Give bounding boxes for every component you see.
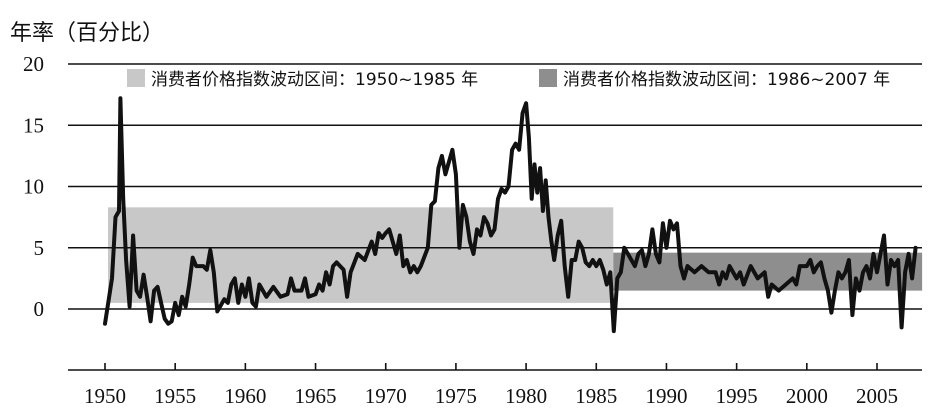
y-tick-label: 15 xyxy=(23,113,44,137)
x-tick-label: 1995 xyxy=(716,384,758,408)
x-tick-label: 1990 xyxy=(645,384,687,408)
x-tick-label: 1970 xyxy=(365,384,407,408)
y-tick-label: 20 xyxy=(23,52,44,76)
x-tick-label: 1965 xyxy=(295,384,337,408)
legend-swatch-1 xyxy=(127,69,145,87)
y-tick-label: 0 xyxy=(34,297,45,321)
y-tick-label: 10 xyxy=(23,175,44,199)
x-tick-label: 1950 xyxy=(84,384,126,408)
legend-label-1: 消费者价格指数波动区间：1950~1985 年 xyxy=(151,70,478,90)
x-tick-label: 1960 xyxy=(224,384,266,408)
y-axis-label: 年率（百分比） xyxy=(10,21,164,46)
legend-label-2: 消费者价格指数波动区间：1986~2007 年 xyxy=(563,70,890,90)
y-tick-label: 5 xyxy=(34,236,45,260)
x-tick-label: 1955 xyxy=(154,384,196,408)
inflation-line xyxy=(103,96,918,334)
x-tick-label: 2005 xyxy=(856,384,898,408)
legend-swatch-2 xyxy=(539,69,557,87)
x-tick-label: 1985 xyxy=(575,384,617,408)
x-tick-label: 1975 xyxy=(435,384,477,408)
x-tick-label: 1980 xyxy=(505,384,547,408)
x-tick-label: 2000 xyxy=(786,384,828,408)
